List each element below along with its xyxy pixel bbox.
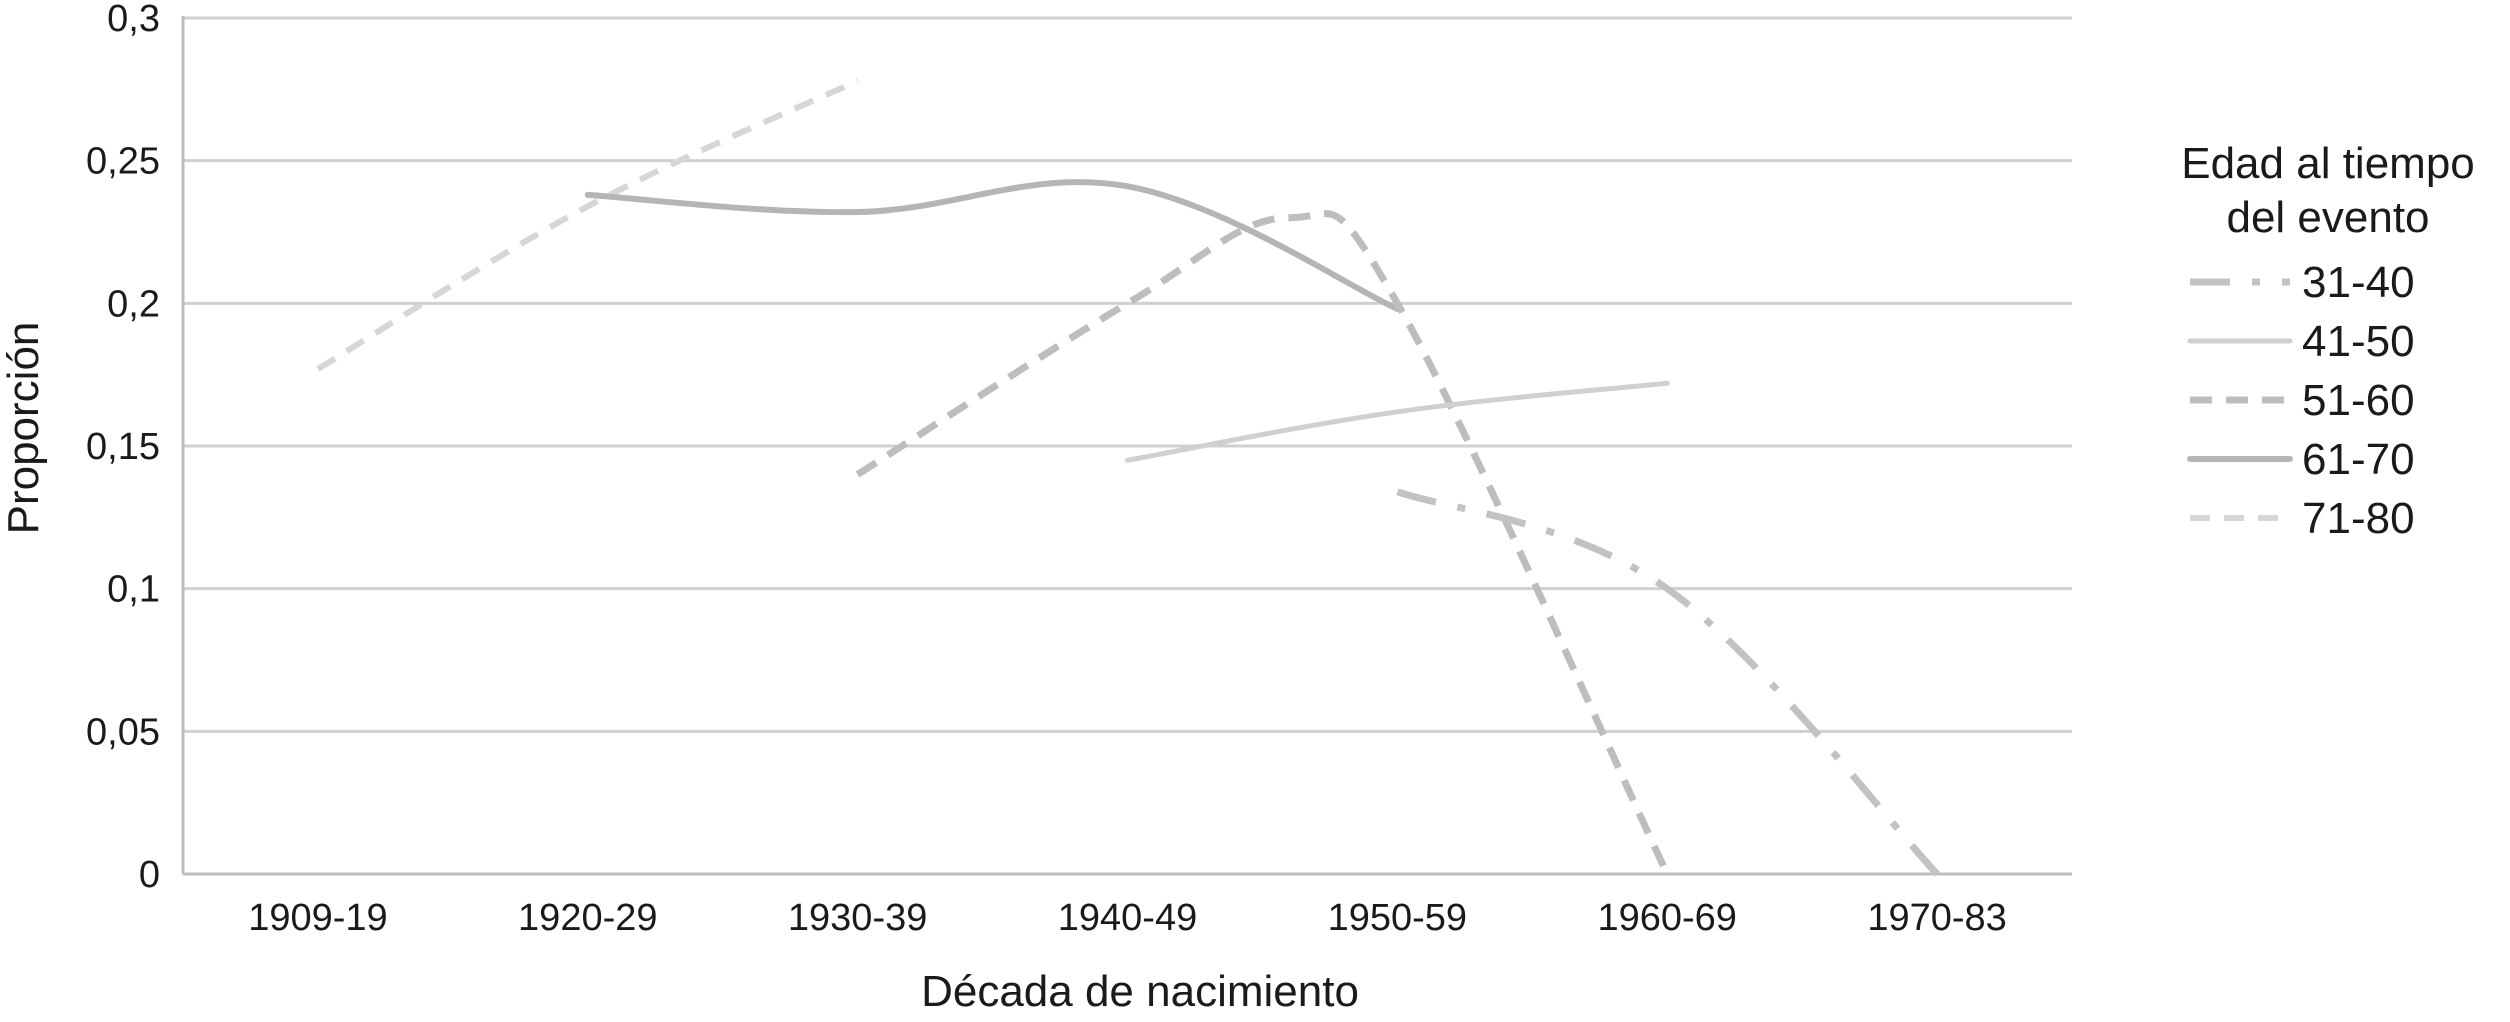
y-tick-label: 0,3: [107, 0, 160, 40]
legend-entries: 31-40 41-50 51-60 61-70 71-80: [2187, 258, 2415, 543]
legend-title-line2: del evento: [2226, 193, 2429, 242]
x-tick-label: 1920-29: [518, 897, 657, 939]
axes: [181, 16, 2072, 876]
legend-label-51-60: 51-60: [2302, 376, 2415, 425]
series-line-71-80: [316, 78, 859, 372]
x-tick-label: 1930-39: [788, 897, 927, 939]
gridlines: [183, 16, 2072, 733]
x-tick-label: 1909-19: [248, 897, 387, 939]
legend-label-71-80: 71-80: [2302, 494, 2415, 543]
legend-label-61-70: 61-70: [2302, 435, 2415, 484]
y-axis-title: Proporción: [0, 322, 48, 535]
y-tick-label: 0,05: [86, 711, 160, 753]
series-line-41-50: [1125, 380, 1670, 463]
legend-title-line1: Edad al tiempo: [2181, 139, 2475, 188]
series-line-61-70: [584, 179, 1401, 312]
series-line-51-60: [855, 210, 1671, 876]
legend: Edad al tiempo del evento 31-40 41-50 51-6…: [2181, 139, 2475, 543]
x-axis-title: Década de nacimiento: [921, 967, 1359, 1016]
y-tick-label: 0,1: [107, 569, 160, 611]
series-line-31-40: [1396, 488, 1940, 877]
y-tick-labels: 0 0,05 0,1 0,15 0,2 0,25 0,3: [86, 0, 160, 896]
x-tick-labels: 1909-19 1920-29 1930-39 1940-49 1950-59 1960-…: [248, 897, 2007, 939]
y-tick-label: 0: [139, 854, 160, 896]
legend-label-41-50: 41-50: [2302, 317, 2415, 366]
series-lines: [316, 78, 1940, 877]
y-tick-label: 0,25: [86, 141, 160, 183]
x-tick-label: 1960-69: [1597, 897, 1736, 939]
legend-label-31-40: 31-40: [2302, 258, 2415, 307]
x-tick-label: 1970-83: [1867, 897, 2006, 939]
x-tick-label: 1950-59: [1328, 897, 1467, 939]
y-tick-label: 0,2: [107, 283, 160, 325]
y-tick-label: 0,15: [86, 426, 160, 468]
x-tick-label: 1940-49: [1058, 897, 1197, 939]
